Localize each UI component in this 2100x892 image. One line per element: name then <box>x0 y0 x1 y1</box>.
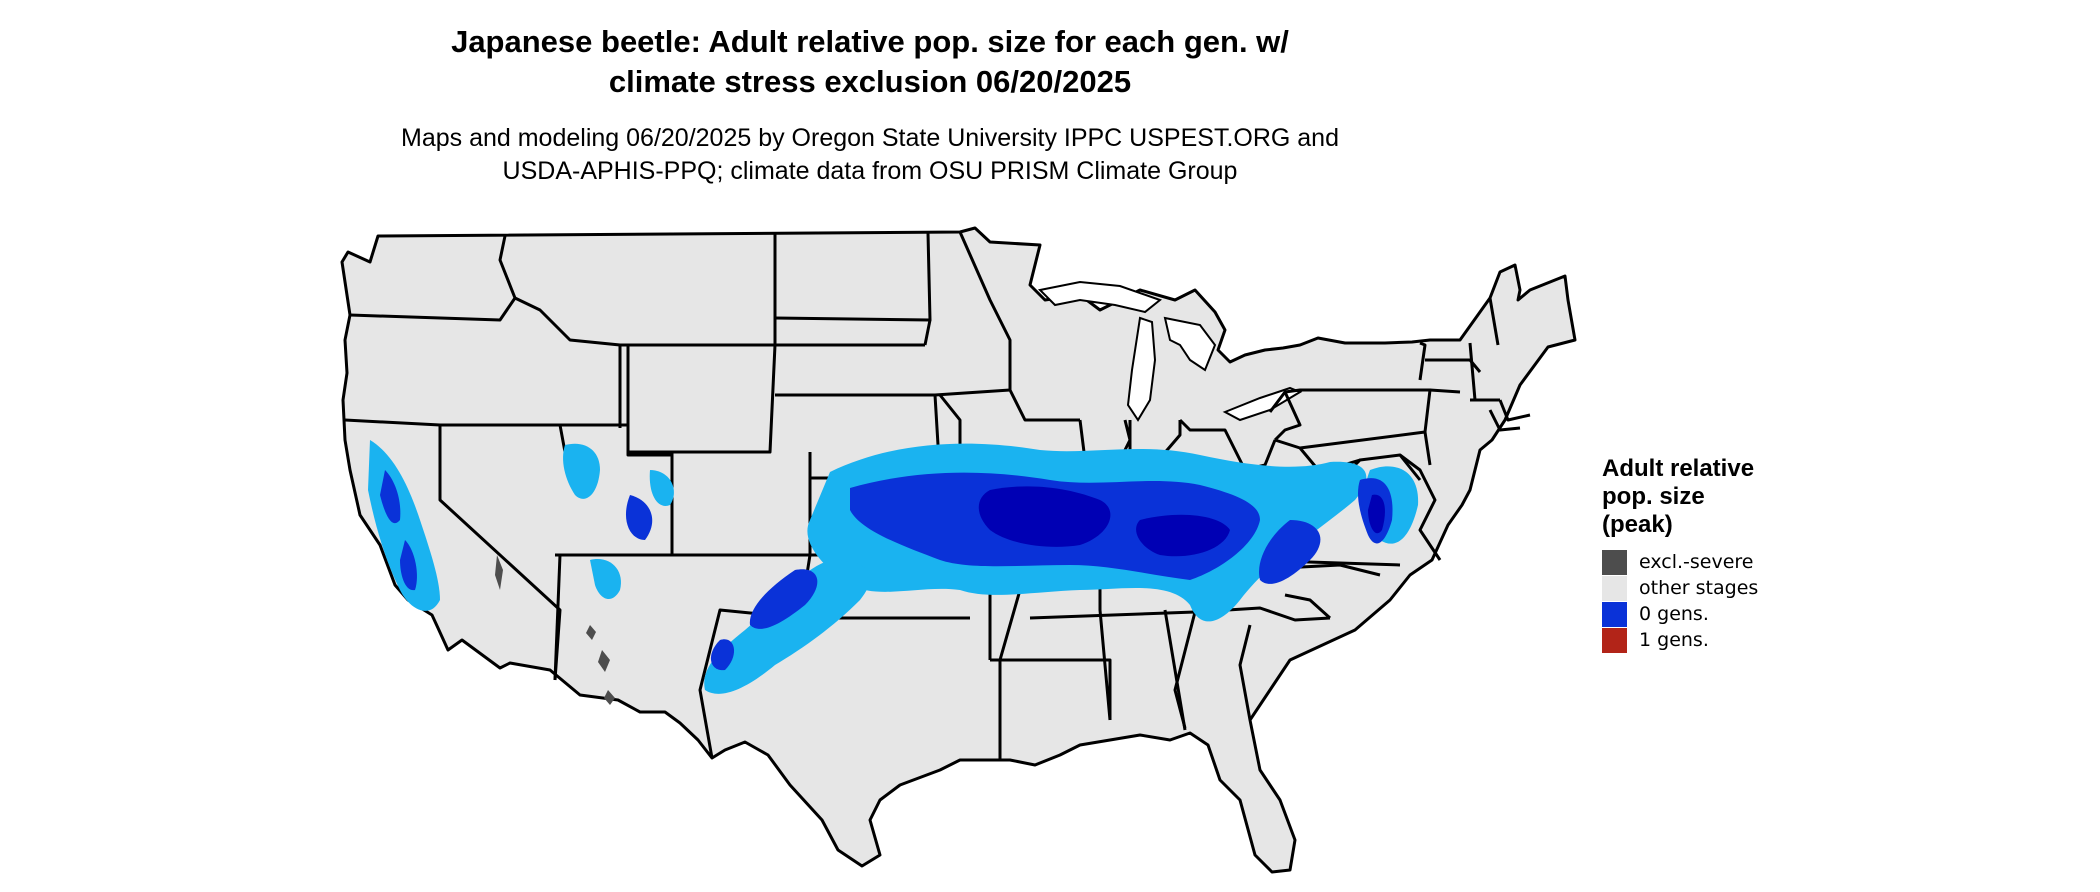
us-map <box>340 226 1577 874</box>
legend-title-line-2: pop. size <box>1602 483 1705 510</box>
lake-michigan <box>1126 316 1157 422</box>
legend-title-line-3: (peak) <box>1602 511 1673 538</box>
legend-label-0-gens: 0 gens. <box>1639 603 1709 625</box>
legend-swatch-other-stages <box>1602 575 1627 601</box>
map-title-line-1: Japanese beetle: Adult relative pop. siz… <box>451 24 1289 59</box>
legend-swatch-0-gens <box>1602 601 1627 627</box>
legend-swatch-excl-severe <box>1602 549 1627 575</box>
lake-superior <box>1037 280 1163 314</box>
legend-label-1-gens: 1 gens. <box>1639 629 1709 651</box>
map-title: Japanese beetle: Adult relative pop. siz… <box>0 22 1740 102</box>
map-title-line-2: climate stress exclusion 06/20/2025 <box>608 64 1132 99</box>
legend-swatch-1-gens <box>1602 627 1627 653</box>
map-subtitle-line-1: Maps and modeling 06/20/2025 by Oregon S… <box>401 124 1339 152</box>
legend-title: Adult relative pop. size (peak) <box>1602 455 1862 539</box>
excluded-severe <box>495 555 615 705</box>
lake-huron <box>1163 316 1217 372</box>
legend: Adult relative pop. size (peak) excl.-se… <box>1602 455 1862 653</box>
map-subtitle: Maps and modeling 06/20/2025 by Oregon S… <box>0 122 1740 188</box>
pop-size-high <box>978 486 1385 557</box>
legend-item-1-gens: 1 gens. <box>1602 627 1862 653</box>
legend-label-excl-severe: excl.-severe <box>1639 551 1754 573</box>
legend-items: excl.-severe other stages 0 gens. 1 gens… <box>1602 549 1862 653</box>
legend-item-excl-severe: excl.-severe <box>1602 549 1862 575</box>
legend-item-other-stages: other stages <box>1602 575 1862 601</box>
legend-label-other-stages: other stages <box>1639 577 1759 599</box>
legend-item-0-gens: 0 gens. <box>1602 601 1862 627</box>
legend-title-line-1: Adult relative <box>1602 455 1755 482</box>
map-subtitle-line-2: USDA-APHIS-PPQ; climate data from OSU PR… <box>502 157 1238 185</box>
